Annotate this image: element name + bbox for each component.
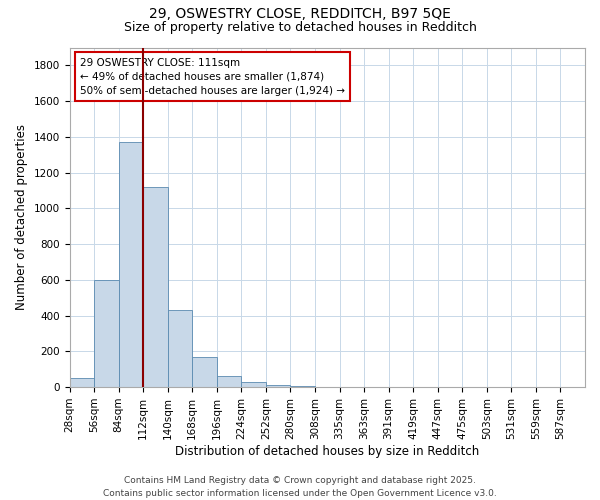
X-axis label: Distribution of detached houses by size in Redditch: Distribution of detached houses by size … (175, 444, 479, 458)
Text: Size of property relative to detached houses in Redditch: Size of property relative to detached ho… (124, 21, 476, 34)
Bar (143, 187, 168, 387)
Bar (94, 280, 119, 387)
Text: Contains HM Land Registry data © Crown copyright and database right 2025.
Contai: Contains HM Land Registry data © Crown c… (103, 476, 497, 498)
Text: 29 OSWESTRY CLOSE: 111sqm
← 49% of detached houses are smaller (1,874)
50% of se: 29 OSWESTRY CLOSE: 111sqm ← 49% of detac… (80, 58, 345, 96)
Y-axis label: Number of detached properties: Number of detached properties (15, 124, 28, 310)
Bar (119, 142, 143, 387)
Bar (70, 378, 94, 387)
Bar (168, 310, 192, 387)
Text: 29, OSWESTRY CLOSE, REDDITCH, B97 5QE: 29, OSWESTRY CLOSE, REDDITCH, B97 5QE (149, 8, 451, 22)
Bar (290, 386, 315, 387)
Bar (192, 356, 217, 387)
Bar (266, 386, 290, 387)
Bar (241, 382, 266, 387)
Bar (217, 376, 241, 387)
